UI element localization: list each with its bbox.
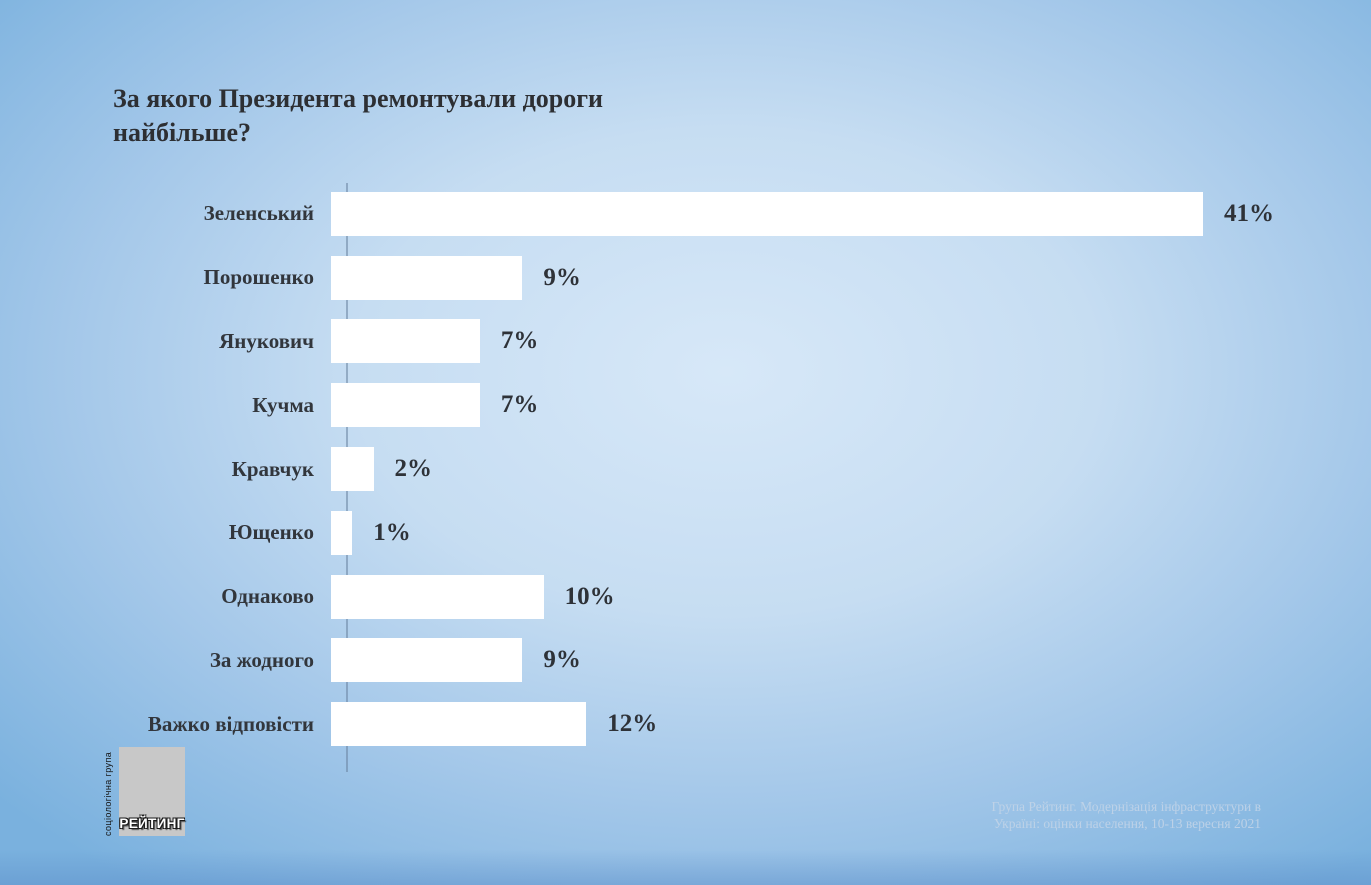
bar-row: Порошенко 9% bbox=[0, 246, 1371, 310]
category-label: Янукович bbox=[219, 328, 314, 353]
value-label: 9% bbox=[543, 646, 581, 674]
bar-track: 7% bbox=[331, 319, 539, 364]
value-label: 2% bbox=[394, 455, 433, 483]
bar-track: 2% bbox=[331, 447, 433, 492]
rating-group-logo: РЕЙТИНГ bbox=[119, 747, 185, 836]
source-note: Група Рейтинг. Модернізація інфраструкту… bbox=[992, 798, 1261, 832]
bar-row: Ющенко 1% bbox=[0, 501, 1371, 565]
category-label: Важко відповісти bbox=[147, 711, 314, 736]
bar-row: Кравчук 2% bbox=[0, 437, 1371, 501]
value-label: 7% bbox=[500, 327, 539, 355]
category-label: За жодного bbox=[209, 647, 314, 672]
logo-wordmark: РЕЙТИНГ bbox=[119, 816, 185, 831]
bar bbox=[331, 447, 374, 492]
bar bbox=[331, 319, 480, 364]
bar-track: 9% bbox=[331, 255, 581, 300]
value-label: 1% bbox=[373, 518, 411, 546]
value-label: 41% bbox=[1224, 199, 1274, 227]
value-label: 10% bbox=[564, 582, 615, 610]
bar-row: Янукович 7% bbox=[0, 310, 1371, 374]
category-label: Зеленський bbox=[203, 201, 314, 226]
bar bbox=[331, 702, 587, 747]
bar-track: 1% bbox=[331, 510, 411, 555]
bar-row: Зеленський 41% bbox=[0, 182, 1371, 246]
bar-row: За жодного 9% bbox=[0, 629, 1371, 693]
chart-title: За якого Президента ремонтували дороги н… bbox=[113, 84, 604, 148]
value-label: 7% bbox=[500, 391, 539, 419]
bar bbox=[331, 383, 480, 428]
bar-chart: Зеленський 41% Порошенко 9% Янукович 7% Кучма 7… bbox=[0, 182, 1371, 756]
source-line-1: Група Рейтинг. Модернізація інфраструкту… bbox=[991, 799, 1261, 814]
bar bbox=[331, 638, 523, 683]
bar-track: 12% bbox=[331, 702, 658, 747]
category-label: Однаково bbox=[221, 584, 314, 609]
bar-track: 10% bbox=[331, 574, 615, 619]
value-label: 9% bbox=[543, 263, 581, 291]
category-label: Порошенко bbox=[203, 265, 315, 290]
bar-row: Кучма 7% bbox=[0, 373, 1371, 437]
bar-track: 41% bbox=[331, 191, 1274, 236]
bar-track: 7% bbox=[331, 383, 539, 428]
bar bbox=[331, 574, 544, 619]
category-label: Кучма bbox=[252, 392, 314, 417]
bar bbox=[331, 191, 1203, 236]
category-label: Кравчук bbox=[231, 456, 314, 481]
logo-vertical-text: соціологічна група bbox=[103, 751, 113, 836]
bar bbox=[331, 510, 353, 555]
source-line-2: Україні: оцінки населення, 10-13 вересня… bbox=[993, 816, 1261, 831]
bar-track: 9% bbox=[331, 638, 581, 683]
category-label: Ющенко bbox=[228, 520, 314, 545]
bar bbox=[331, 255, 523, 300]
value-label: 12% bbox=[607, 710, 658, 738]
bar-row: Однаково 10% bbox=[0, 565, 1371, 629]
bar-row: Важко відповісти 12% bbox=[0, 692, 1371, 756]
